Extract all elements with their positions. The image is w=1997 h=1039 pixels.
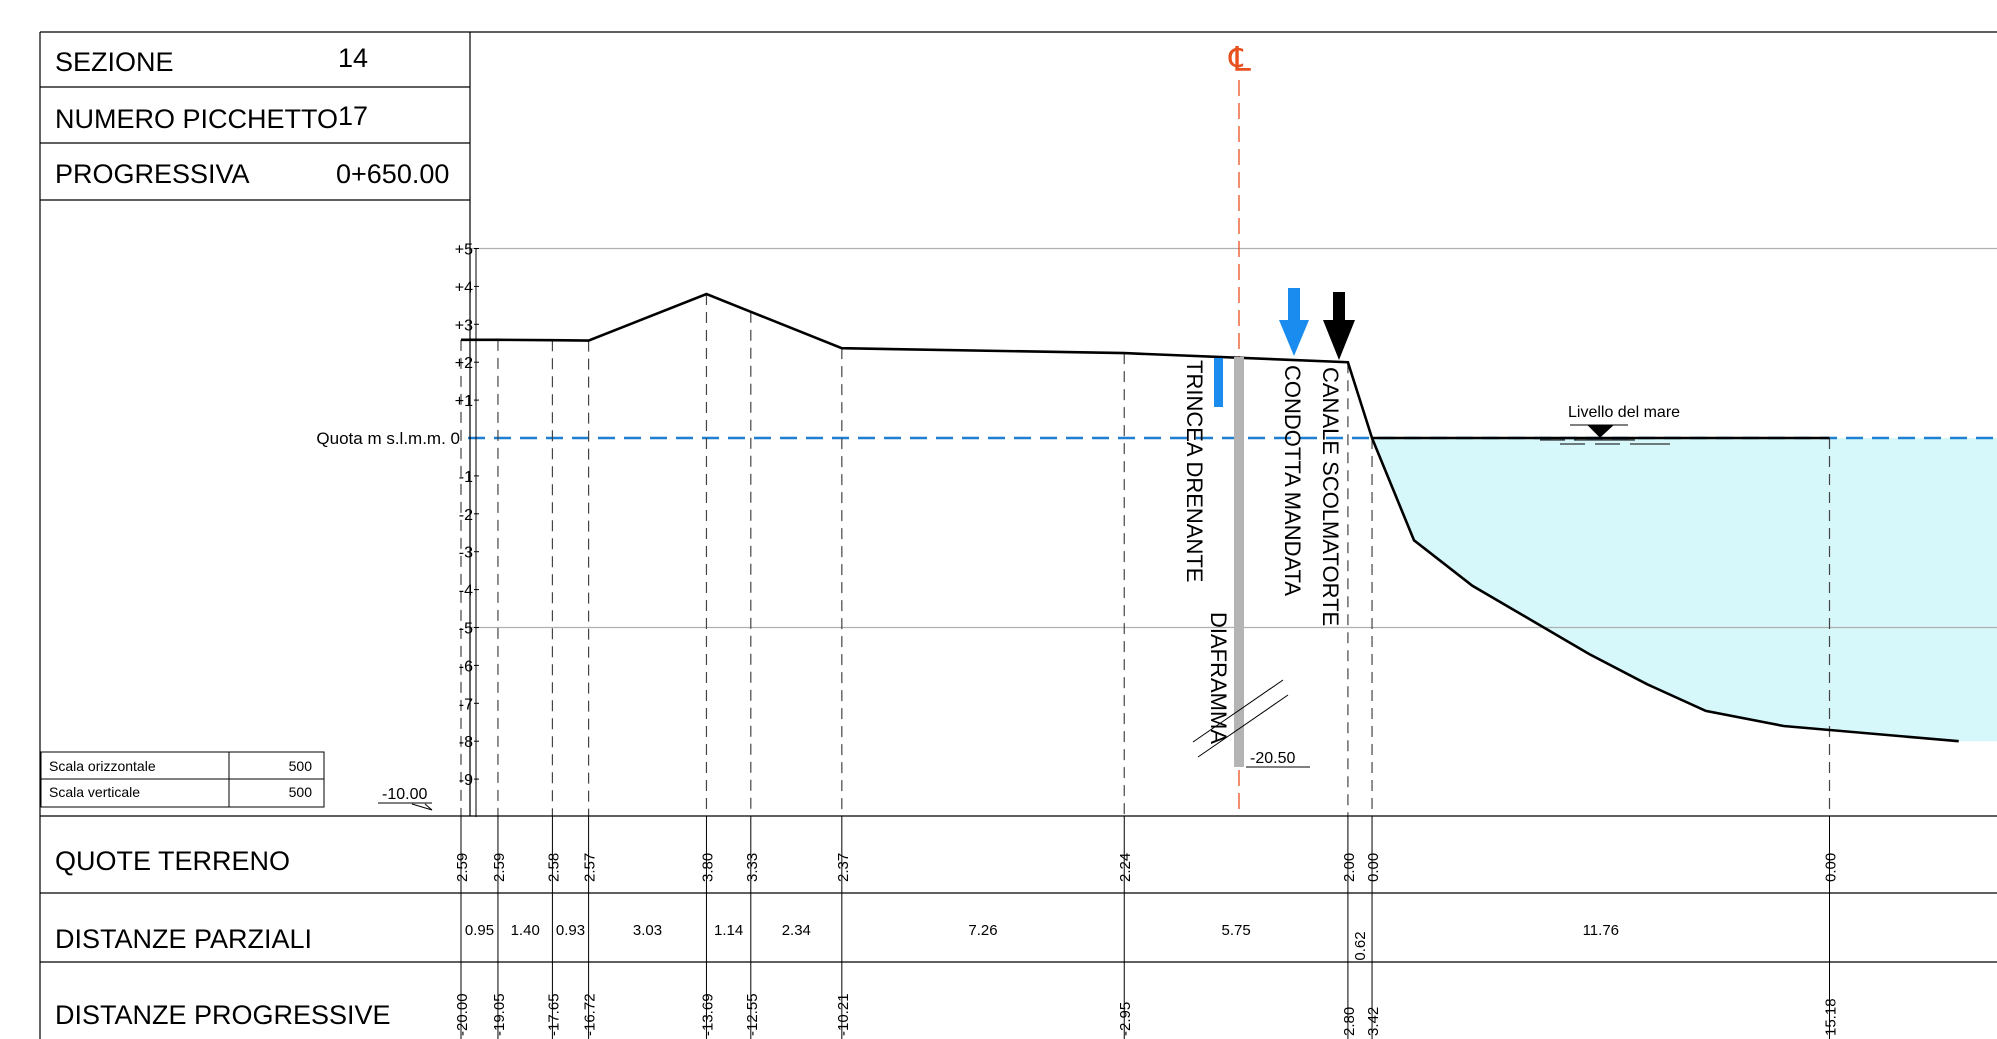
trincea-marker (1214, 358, 1223, 407)
sea-level-label: Livello del mare (1568, 404, 1680, 421)
progressiva-value: 0+650.00 (336, 159, 449, 189)
station-dashed-lines (460, 293, 1831, 816)
datum-bottom-marker (411, 803, 433, 811)
elevation-axis: +5 +4 +3 +2 +1 -1 -2 -3 -4 -5 -6 -7 -8 -9 (455, 242, 479, 817)
distanze-progressive-value: -17.65 (545, 993, 562, 1036)
sea-level-symbol (1540, 424, 1670, 445)
canale-label: CANALE SCOLMATORTE (1318, 367, 1343, 626)
quote-terreno-value: 2.24 (1117, 853, 1134, 882)
sezione-label: SEZIONE (55, 47, 174, 77)
quote-terreno-value: 2.37 (835, 853, 852, 882)
canale-arrow (1323, 292, 1355, 360)
quote-terreno-value: 2.59 (454, 853, 471, 882)
distanze-progressive-value: 15.18 (1823, 998, 1840, 1036)
row-tick-lines (460, 816, 1831, 1039)
quote-terreno-value: 0.00 (1365, 853, 1382, 882)
quote-terreno-value: 2.00 (1341, 853, 1358, 882)
diaframma-break-marks (1192, 679, 1289, 758)
scala-orizzontale-label: Scala orizzontale (49, 758, 156, 774)
axis-tick-label: -8 (459, 734, 473, 751)
quote-terreno-value: 2.57 (582, 853, 599, 882)
distanze-parziali-value: 1.40 (511, 922, 540, 939)
distanze-progressive-value: -20.00 (454, 993, 471, 1036)
centerline-symbol: ℄ (1228, 41, 1251, 79)
datum-label: Quota m s.l.m.m. 0 (316, 429, 460, 448)
quote-terreno-value: 2.59 (491, 853, 508, 882)
axis-tick-label: -3 (459, 545, 473, 562)
sea-water-area (1372, 438, 1997, 742)
quote-terreno-value: 0.00 (1823, 853, 1840, 882)
progressiva-label: PROGRESSIVA (55, 159, 250, 189)
distanze-parziali-values: 0.95 1.40 0.93 3.03 1.14 2.34 7.26 5.75 0.62 11.7… (465, 922, 1619, 961)
diaframma-wall (1234, 357, 1244, 767)
distanze-parziali-value: 0.95 (465, 922, 494, 939)
axis-tick-label: -9 (459, 772, 473, 789)
grid-lines (470, 247, 1997, 629)
axis-tick-label: -7 (459, 696, 473, 713)
seabed-profile-line (1370, 437, 1959, 743)
condotta-label: CONDOTTA MANDATA (1280, 365, 1305, 596)
picchetto-label: NUMERO PICCHETTO (55, 104, 338, 134)
terrain-profile-line (461, 292, 1830, 440)
axis-tick-label: +5 (455, 242, 473, 259)
quote-terreno-value: 3.33 (744, 853, 761, 882)
distanze-progressive-value: -16.72 (582, 993, 599, 1036)
datum-bottom-value: -10.00 (382, 786, 427, 803)
axis-tick-label: +3 (455, 317, 473, 334)
axis-tick-label: -4 (459, 583, 473, 600)
distanze-parziali-value: 3.03 (633, 922, 662, 939)
sezione-value: 14 (338, 43, 368, 73)
distanze-parziali-value: 0.62 (1352, 931, 1369, 960)
axis-tick-label: -1 (459, 469, 473, 486)
picchetto-value: 17 (338, 101, 368, 131)
quote-terreno-label: QUOTE TERRENO (55, 846, 290, 876)
scala-verticale-label: Scala verticale (49, 784, 140, 800)
scala-orizzontale-value: 500 (289, 758, 313, 774)
axis-tick-label: +1 (455, 393, 473, 410)
scale-box (40, 751, 325, 808)
quote-terreno-values: 2.59 2.59 2.58 2.57 3.80 3.33 2.37 2.24 2.00 0.00… (454, 853, 1840, 882)
distanze-parziali-value: 0.93 (556, 922, 585, 939)
distanze-progressive-value: -10.21 (835, 993, 852, 1036)
distanze-parziali-label: DISTANZE PARZIALI (55, 924, 312, 954)
distanze-progressive-value: 3.42 (1365, 1007, 1382, 1036)
axis-tick-label: -6 (459, 658, 473, 675)
diaframma-depth: -20.50 (1250, 750, 1295, 767)
distanze-parziali-value: 2.34 (782, 922, 811, 939)
axis-tick-label: +4 (455, 279, 473, 296)
quote-terreno-value: 3.80 (700, 853, 717, 882)
distanze-parziali-value: 7.26 (968, 922, 997, 939)
axis-tick-label: +2 (455, 355, 473, 372)
scala-verticale-value: 500 (289, 784, 313, 800)
distanze-progressive-value: 2.80 (1341, 1007, 1358, 1036)
condotta-arrow (1279, 288, 1309, 356)
diaframma-label: DIAFRAMMA (1206, 612, 1231, 744)
quote-terreno-value: 2.58 (545, 853, 562, 882)
axis-tick-label: -2 (459, 507, 473, 524)
distanze-progressive-value: -13.69 (700, 993, 717, 1036)
distanze-parziali-value: 1.14 (714, 922, 743, 939)
distanze-parziali-value: 5.75 (1221, 922, 1250, 939)
trincea-label: TRINCEA DRENANTE (1182, 360, 1207, 582)
frame (39, 31, 1997, 1039)
distanze-progressive-value: -19.05 (491, 993, 508, 1036)
distanze-progressive-value: -12.55 (744, 993, 761, 1036)
distanze-progressive-value: -2.95 (1117, 1002, 1134, 1036)
distanze-parziali-value: 11.76 (1583, 922, 1619, 939)
distanze-progressive-label: DISTANZE PROGRESSIVE (55, 1000, 391, 1030)
distanze-progressive-values: -20.00 -19.05 -17.65 -16.72 -13.69 -12.55 -10.… (454, 993, 1840, 1036)
axis-tick-label: -5 (459, 621, 473, 638)
